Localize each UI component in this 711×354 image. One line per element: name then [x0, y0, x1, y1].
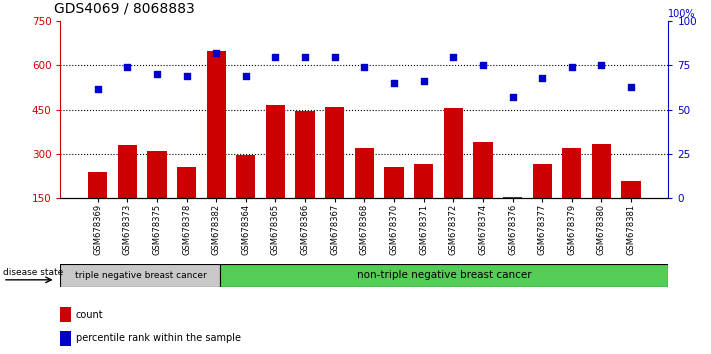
- Bar: [118, 145, 137, 242]
- Bar: [355, 148, 374, 242]
- Point: [388, 80, 400, 86]
- Bar: [503, 197, 522, 242]
- Bar: [60, 264, 220, 287]
- Point: [566, 64, 577, 70]
- Text: count: count: [75, 310, 103, 320]
- Text: 100%: 100%: [668, 10, 696, 19]
- Bar: [621, 181, 641, 242]
- Bar: [88, 172, 107, 242]
- Point: [210, 50, 222, 56]
- Point: [269, 54, 281, 59]
- Bar: [236, 155, 255, 242]
- Bar: [60, 331, 71, 346]
- Text: disease state: disease state: [3, 268, 63, 277]
- Bar: [266, 105, 285, 242]
- Bar: [385, 167, 404, 242]
- Text: triple negative breast cancer: triple negative breast cancer: [75, 271, 206, 280]
- Point: [358, 64, 370, 70]
- Point: [596, 63, 607, 68]
- Point: [329, 54, 341, 59]
- Point: [418, 79, 429, 84]
- Bar: [207, 51, 226, 242]
- Bar: [325, 107, 344, 242]
- Bar: [474, 142, 493, 242]
- Bar: [444, 108, 463, 242]
- Point: [537, 75, 548, 81]
- Text: percentile rank within the sample: percentile rank within the sample: [75, 333, 240, 343]
- Bar: [414, 164, 433, 242]
- Point: [507, 95, 518, 100]
- Bar: [60, 307, 71, 322]
- Bar: [147, 151, 166, 242]
- Point: [299, 54, 311, 59]
- Bar: [562, 148, 582, 242]
- Bar: [177, 167, 196, 242]
- Point: [181, 73, 192, 79]
- Point: [448, 54, 459, 59]
- Point: [122, 64, 133, 70]
- Text: GDS4069 / 8068883: GDS4069 / 8068883: [54, 1, 195, 15]
- Bar: [220, 264, 668, 287]
- Bar: [592, 144, 611, 242]
- Point: [151, 72, 163, 77]
- Bar: [296, 111, 315, 242]
- Point: [92, 86, 103, 91]
- Bar: [533, 164, 552, 242]
- Point: [477, 63, 488, 68]
- Point: [240, 73, 252, 79]
- Point: [626, 84, 637, 90]
- Text: non-triple negative breast cancer: non-triple negative breast cancer: [357, 270, 532, 280]
